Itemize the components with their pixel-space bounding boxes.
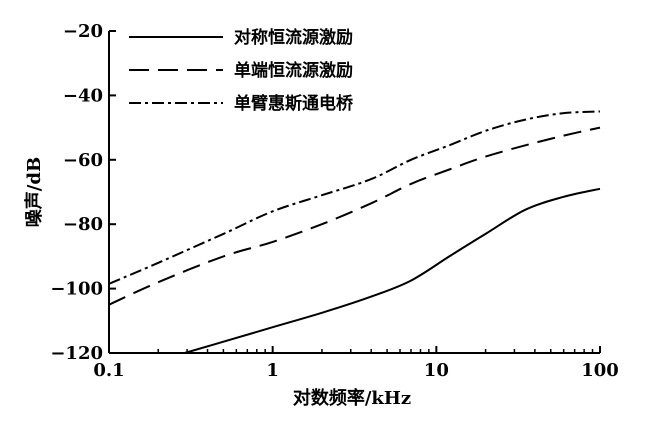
y-tick-label: −80 (63, 214, 103, 235)
series-line-dashdot (108, 110, 601, 285)
y-axis-label: 噪声/dB (23, 157, 45, 227)
legend-label: 单端恒流源激励 (234, 60, 353, 81)
x-tick-label: 1 (266, 360, 279, 381)
series-layer (108, 110, 601, 354)
series-line-solid (184, 187, 601, 354)
y-ticks: −120 −100 −80 −60 −40 −20 (50, 21, 116, 364)
legend-label: 对称恒流源激励 (234, 27, 353, 48)
y-tick-label: −20 (63, 21, 103, 42)
x-tick-label: 100 (581, 360, 619, 381)
y-tick-label: −60 (63, 150, 103, 171)
series-line-dashed (108, 126, 601, 306)
x-ticks: 0.1 1 10 100 (93, 346, 619, 381)
y-tick-label: −120 (50, 343, 103, 364)
x-tick-label: 0.1 (93, 360, 124, 381)
axes (108, 31, 600, 354)
y-tick-label: −40 (63, 85, 103, 106)
legend-label: 单臂惠斯通电桥 (234, 93, 354, 114)
x-tick-label: 10 (424, 360, 449, 381)
x-axis-label: 对数频率/kHz (293, 387, 411, 409)
y-tick-label: −100 (50, 279, 103, 300)
